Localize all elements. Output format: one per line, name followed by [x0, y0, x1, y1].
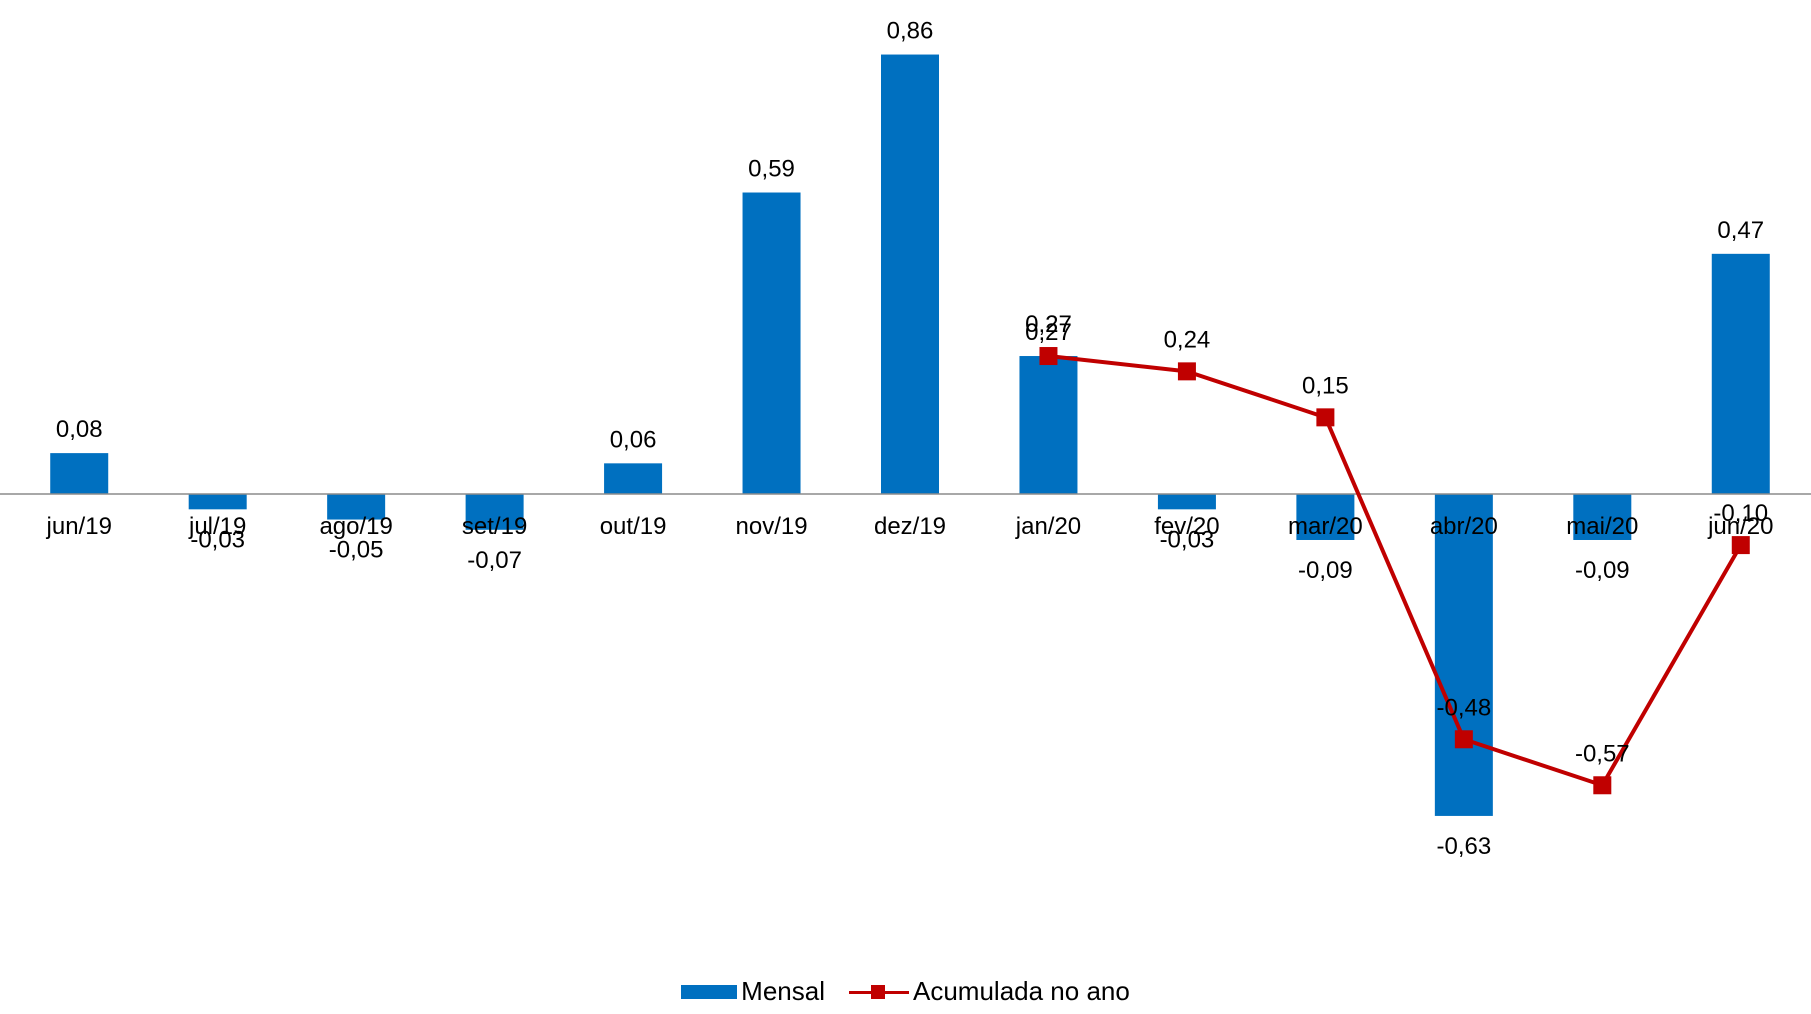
line-acumulada	[1048, 354, 1743, 788]
data-label-mensal: -0,09	[1575, 557, 1630, 584]
legend-swatch-bar	[681, 984, 738, 999]
marker-acumulada	[1454, 730, 1473, 749]
bar-mensal-jun-20	[1711, 253, 1770, 494]
bar-mensal-jan-20	[1019, 356, 1078, 494]
data-label-acumulada: 0,15	[1302, 372, 1349, 399]
bar-mensal-ago-19	[327, 494, 386, 520]
data-label-acumulada: 0,27	[1025, 311, 1072, 338]
data-label-acumulada: 0,24	[1164, 326, 1211, 353]
data-label-mensal: 0,06	[610, 426, 657, 453]
marker-acumulada	[1316, 408, 1335, 427]
bar-mensal-jun-19	[50, 453, 109, 494]
x-tick-label: dez/19	[874, 513, 946, 540]
x-tick-label: out/19	[600, 513, 667, 540]
data-label-acumulada: -0,10	[1713, 500, 1768, 527]
data-label-mensal: -0,63	[1436, 833, 1491, 860]
marker-acumulada	[1731, 536, 1750, 555]
marker-acumulada	[1593, 776, 1612, 795]
x-tick-label: nov/19	[736, 513, 808, 540]
x-tick-label: mai/20	[1566, 513, 1638, 540]
data-label-mensal: 0,59	[748, 156, 795, 183]
x-tick-label: fev/20	[1154, 513, 1219, 540]
data-label-mensal: 0,86	[887, 18, 934, 45]
legend-swatch-line	[849, 984, 909, 999]
x-tick-label: abr/20	[1430, 513, 1498, 540]
x-tick-label: set/19	[462, 513, 527, 540]
data-label-mensal: -0,07	[467, 547, 522, 574]
data-label-mensal: -0,05	[329, 537, 384, 564]
legend-label-mensal: Mensal	[741, 976, 825, 1006]
x-tick-label: jan/20	[1015, 513, 1081, 540]
x-tick-label: ago/19	[319, 513, 392, 540]
legend-item-acumulada: Acumulada no ano	[849, 976, 1130, 1007]
x-tick-label: jun/19	[46, 513, 112, 540]
x-tick-label: mar/20	[1288, 513, 1363, 540]
x-tick-label: jun/20	[1707, 513, 1773, 540]
x-tick-label: jul/19	[188, 513, 246, 540]
data-label-acumulada: -0,57	[1575, 740, 1630, 767]
legend-item-mensal: Mensal	[681, 976, 825, 1007]
bar-mensal-jul-19	[188, 494, 247, 510]
bar-mensal-dez-19	[881, 54, 939, 494]
legend-label-acumulada: Acumulada no ano	[913, 976, 1130, 1006]
data-label-mensal: 0,08	[56, 416, 103, 443]
legend: Mensal Acumulada no ano	[0, 976, 1811, 1007]
marker-acumulada	[1039, 347, 1058, 366]
data-label-mensal: 0,27	[1025, 319, 1072, 346]
data-label-mensal: -0,03	[1160, 526, 1215, 553]
bar-mensal-fev-20	[1157, 494, 1216, 510]
bar-mensal-out-19	[604, 463, 663, 494]
bar-mensal-nov-19	[742, 192, 801, 494]
bar-mensal-mai-20	[1573, 494, 1632, 540]
data-label-acumulada: -0,48	[1436, 694, 1491, 721]
marker-acumulada	[1177, 362, 1196, 381]
data-label-mensal: 0,47	[1717, 217, 1764, 244]
bar-mensal-mar-20	[1296, 494, 1355, 540]
bar-mensal-set-19	[465, 494, 524, 530]
data-label-mensal: -0,03	[190, 526, 245, 553]
data-label-mensal: -0,09	[1298, 557, 1353, 584]
bar-mensal-abr-20	[1434, 494, 1493, 816]
